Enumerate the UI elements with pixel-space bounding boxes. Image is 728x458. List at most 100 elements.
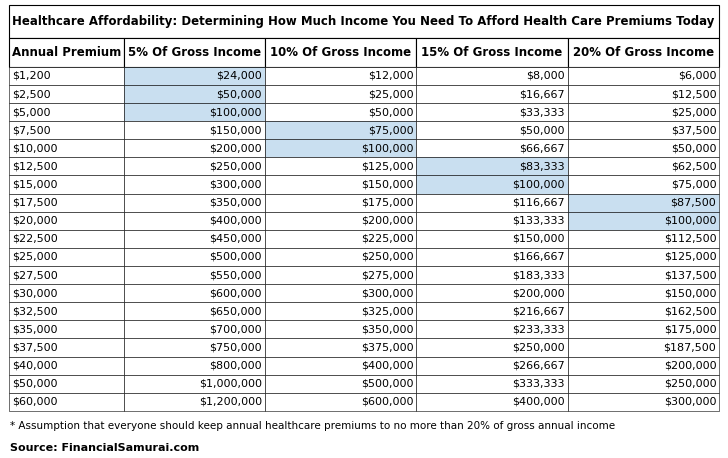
- Text: $162,500: $162,500: [664, 306, 716, 316]
- Text: $300,000: $300,000: [664, 397, 716, 407]
- Text: $250,000: $250,000: [361, 252, 414, 262]
- Text: $37,500: $37,500: [670, 125, 716, 135]
- Text: $112,500: $112,500: [664, 234, 716, 244]
- Bar: [568, 103, 719, 121]
- Bar: [265, 67, 416, 85]
- Bar: [416, 103, 568, 121]
- Text: $12,500: $12,500: [670, 89, 716, 99]
- Bar: [9, 212, 124, 230]
- Text: $200,000: $200,000: [513, 288, 565, 298]
- Bar: [568, 284, 719, 302]
- Bar: [265, 320, 416, 338]
- Text: $20,000: $20,000: [12, 216, 58, 226]
- Bar: [124, 356, 265, 375]
- Text: $400,000: $400,000: [513, 397, 565, 407]
- Text: $200,000: $200,000: [664, 360, 716, 371]
- Text: $150,000: $150,000: [361, 180, 414, 190]
- Bar: [416, 121, 568, 139]
- Text: $600,000: $600,000: [361, 397, 414, 407]
- Text: $175,000: $175,000: [361, 198, 414, 207]
- Text: $8,000: $8,000: [526, 71, 565, 81]
- Text: $166,667: $166,667: [513, 252, 565, 262]
- Text: $1,000,000: $1,000,000: [199, 379, 262, 389]
- Bar: [416, 158, 568, 175]
- Text: $333,333: $333,333: [513, 379, 565, 389]
- Bar: [9, 121, 124, 139]
- Bar: [124, 284, 265, 302]
- Bar: [568, 194, 719, 212]
- Bar: [265, 194, 416, 212]
- Text: $183,333: $183,333: [513, 270, 565, 280]
- Text: $7,500: $7,500: [12, 125, 50, 135]
- Bar: [124, 212, 265, 230]
- Bar: [416, 393, 568, 411]
- Bar: [568, 356, 719, 375]
- Bar: [124, 139, 265, 158]
- Bar: [265, 248, 416, 266]
- Bar: [568, 338, 719, 356]
- Bar: [265, 158, 416, 175]
- Bar: [568, 175, 719, 194]
- Bar: [265, 338, 416, 356]
- Bar: [9, 194, 124, 212]
- Bar: [416, 320, 568, 338]
- Text: $650,000: $650,000: [210, 306, 262, 316]
- Text: $350,000: $350,000: [361, 324, 414, 334]
- Bar: [9, 266, 124, 284]
- Text: 10% Of Gross Income: 10% Of Gross Income: [270, 46, 411, 59]
- Text: $200,000: $200,000: [361, 216, 414, 226]
- Bar: [124, 266, 265, 284]
- Text: $50,000: $50,000: [519, 125, 565, 135]
- Text: $50,000: $50,000: [216, 89, 262, 99]
- Bar: [416, 85, 568, 103]
- Text: $37,500: $37,500: [12, 343, 58, 353]
- Bar: [265, 302, 416, 320]
- Bar: [265, 375, 416, 393]
- Bar: [9, 38, 124, 67]
- Text: $2,500: $2,500: [12, 89, 50, 99]
- Bar: [124, 194, 265, 212]
- Bar: [9, 356, 124, 375]
- Bar: [416, 338, 568, 356]
- Text: $50,000: $50,000: [12, 379, 57, 389]
- Bar: [124, 320, 265, 338]
- Bar: [124, 302, 265, 320]
- Text: Source: FinancialSamurai.com: Source: FinancialSamurai.com: [10, 443, 199, 453]
- Text: $400,000: $400,000: [209, 216, 262, 226]
- Text: $25,000: $25,000: [12, 252, 58, 262]
- Text: $25,000: $25,000: [670, 107, 716, 117]
- Text: $5,000: $5,000: [12, 107, 50, 117]
- Text: $137,500: $137,500: [664, 270, 716, 280]
- Text: $700,000: $700,000: [209, 324, 262, 334]
- Text: $40,000: $40,000: [12, 360, 58, 371]
- Text: $250,000: $250,000: [664, 379, 716, 389]
- Bar: [568, 393, 719, 411]
- Text: $400,000: $400,000: [361, 360, 414, 371]
- Text: $27,500: $27,500: [12, 270, 58, 280]
- Text: $125,000: $125,000: [664, 252, 716, 262]
- Bar: [265, 230, 416, 248]
- Text: $1,200,000: $1,200,000: [199, 397, 262, 407]
- Bar: [568, 212, 719, 230]
- Bar: [124, 103, 265, 121]
- Text: $30,000: $30,000: [12, 288, 57, 298]
- Text: $83,333: $83,333: [519, 161, 565, 171]
- Text: $150,000: $150,000: [210, 125, 262, 135]
- Bar: [568, 248, 719, 266]
- Text: $250,000: $250,000: [513, 343, 565, 353]
- Bar: [9, 175, 124, 194]
- Text: Annual Premium: Annual Premium: [12, 46, 121, 59]
- Text: $87,500: $87,500: [670, 198, 716, 207]
- Text: * Assumption that everyone should keep annual healthcare premiums to no more tha: * Assumption that everyone should keep a…: [10, 421, 615, 431]
- Text: $550,000: $550,000: [210, 270, 262, 280]
- Bar: [9, 375, 124, 393]
- Text: $35,000: $35,000: [12, 324, 57, 334]
- Text: $24,000: $24,000: [216, 71, 262, 81]
- Text: $325,000: $325,000: [361, 306, 414, 316]
- Bar: [416, 375, 568, 393]
- Bar: [568, 320, 719, 338]
- Bar: [265, 266, 416, 284]
- Text: $175,000: $175,000: [664, 324, 716, 334]
- Bar: [568, 38, 719, 67]
- Bar: [265, 103, 416, 121]
